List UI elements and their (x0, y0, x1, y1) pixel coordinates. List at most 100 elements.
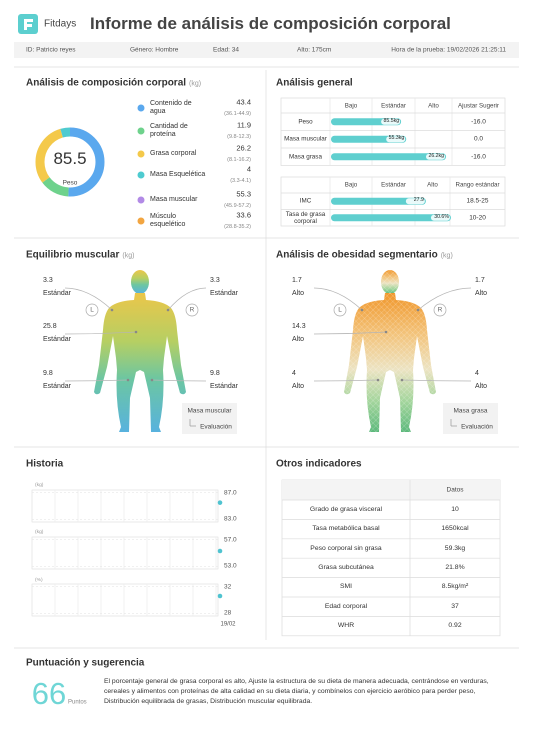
item-value: 26.2 (236, 143, 251, 153)
indicator-value: 37 (451, 602, 459, 610)
chart-title: (%) (32, 576, 43, 584)
segment-status: Estándar (43, 382, 72, 390)
table-header: Estándar (381, 101, 406, 109)
info-item: Alto: 175cm (297, 46, 332, 54)
table-header: Ajustar Sugerir (458, 101, 499, 109)
item-range: (28.8-35.2) (224, 223, 251, 230)
segment-status: Estándar (43, 289, 72, 297)
indicator-value: 0.92 (448, 622, 462, 630)
table-header-bg (282, 480, 500, 500)
segment-value: 3.3 (43, 276, 53, 284)
legend-dot (137, 196, 145, 204)
y-tick-label: 53.0 (224, 562, 237, 570)
bar-label: 27.9 (413, 197, 424, 204)
legend-box (182, 403, 237, 434)
donut-segment (35, 127, 105, 197)
table-header: Datos (446, 486, 464, 494)
donut-segment (35, 127, 105, 197)
item-name: Cantidad de proteína (150, 122, 188, 138)
heading-unit: (kg) (189, 80, 202, 88)
indicator-name: Tasa metabólica basal (312, 525, 380, 533)
legend-dot (137, 104, 145, 112)
item-value: 55.3 (236, 189, 251, 199)
body-mesh (381, 270, 399, 294)
connector-dot (384, 330, 388, 334)
legend-label: Masa muscular (187, 407, 232, 415)
row-name: Masa grasa (289, 153, 322, 161)
side-label: R (437, 306, 443, 314)
segment-value: 25.8 (43, 322, 57, 330)
segment-value: 4 (475, 369, 479, 377)
item-name: Grasa corporal (150, 149, 197, 157)
row-end: 10-20 (469, 214, 486, 222)
segment-status: Alto (292, 382, 305, 390)
row-name: Tasa de grasa corporal (285, 210, 326, 225)
segment-status: Estándar (210, 289, 239, 297)
connector (64, 331, 137, 335)
connector-dot (150, 378, 154, 382)
indicator-name: Edad corporal (324, 602, 368, 610)
connector (417, 287, 472, 311)
connector (167, 287, 207, 311)
connector (313, 331, 387, 335)
table-header: Rango estándar (455, 181, 500, 189)
bar-label-bg (386, 136, 406, 143)
item-name: Músculo esquelético (150, 212, 186, 228)
segment-value: 9.8 (210, 369, 220, 377)
info-item: Hora de la prueba: 19/02/2026 21:25:11 (391, 46, 506, 54)
chart-title: (kg) (32, 528, 43, 536)
indicator-value: 59.3kg (444, 544, 466, 552)
segment-value: 3.3 (210, 276, 220, 284)
segment-status: Alto (475, 289, 488, 297)
body-shape (94, 293, 186, 432)
segment-value: 9.8 (43, 369, 53, 377)
item-name: Masa muscular (150, 195, 198, 203)
info-item: Edad: 34 (213, 46, 240, 54)
connector-dot (376, 378, 380, 382)
item-name: Contenido de agua (150, 99, 192, 115)
donut-total: 85.5 (53, 149, 87, 169)
heading-unit: (kg) (440, 252, 453, 260)
info-item: Género: Hombre (130, 46, 179, 54)
range-bar (331, 214, 451, 222)
bar-label: 26.2kg (428, 152, 445, 159)
section-heading: Historia (26, 458, 64, 470)
history-point (217, 593, 223, 599)
bar-label: 85.5kg (383, 117, 400, 124)
side-label: L (338, 306, 342, 314)
legend-box (443, 403, 498, 434)
y-tick-label: 32 (224, 582, 232, 590)
x-tick-label: 19/02 (220, 621, 236, 628)
heading-unit: (kg) (35, 482, 44, 488)
bar-label-bg (426, 153, 446, 160)
side-marker (333, 303, 347, 317)
body-figure (344, 270, 436, 432)
score-text: El porcentaje general de grasa corporal … (104, 678, 489, 705)
connector (64, 287, 113, 311)
logo-mark (24, 19, 33, 30)
y-tick-label: 28 (224, 609, 232, 617)
chart-frame (31, 536, 219, 570)
section-heading: Análisis general (276, 77, 353, 89)
info-item: ID: Patricio reyes (26, 46, 76, 54)
bar-label-bg (405, 198, 425, 205)
section-heading: Análisis de composición corporal (kg) (26, 77, 201, 89)
bar-label: 30.6% (434, 213, 449, 220)
item-value: 43.4 (236, 97, 251, 107)
indicator-name: Grado de grasa visceral (309, 505, 383, 513)
info-bar (14, 42, 519, 58)
score-value: 66 (31, 676, 67, 712)
indicator-name: WHR (337, 622, 355, 630)
body-figure (94, 270, 186, 432)
heading-unit: (kg) (122, 252, 135, 260)
segment-status: Alto (292, 335, 305, 343)
connector (151, 379, 207, 382)
table-header: Alto (427, 181, 438, 189)
y-tick-label: 57.0 (224, 535, 237, 543)
item-value: 33.6 (236, 210, 251, 220)
side-marker (433, 303, 447, 317)
range-bar (331, 197, 426, 205)
side-label: L (90, 306, 94, 314)
